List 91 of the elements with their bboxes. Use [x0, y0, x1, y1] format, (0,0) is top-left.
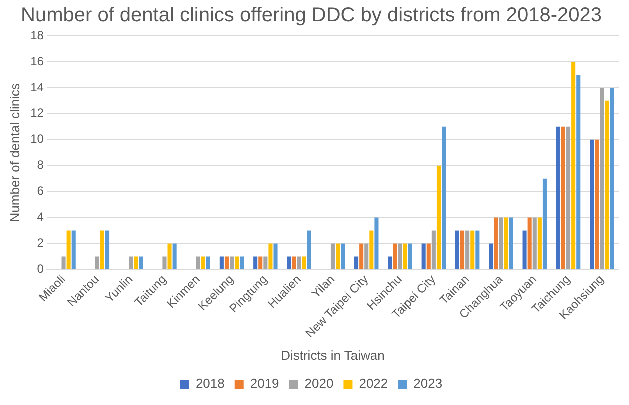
bar — [220, 256, 224, 270]
bar — [426, 244, 431, 270]
bar — [572, 62, 576, 270]
bar — [422, 244, 426, 270]
bar — [196, 256, 200, 270]
bar — [224, 256, 229, 270]
bar — [595, 140, 600, 270]
bar — [600, 88, 604, 270]
y-axis-title: Number of dental clinics — [7, 83, 22, 222]
bar — [509, 218, 514, 270]
bar — [297, 256, 302, 270]
y-tick-label: 18 — [30, 28, 44, 42]
bar — [139, 256, 144, 270]
bar — [100, 230, 104, 270]
bar — [398, 244, 402, 270]
bar — [354, 256, 359, 270]
bar — [561, 126, 566, 270]
bar — [566, 126, 571, 270]
y-tick-label: 4 — [37, 210, 44, 224]
bar — [134, 256, 138, 270]
bar — [522, 230, 527, 270]
bar — [476, 230, 480, 270]
bar — [302, 256, 306, 270]
bar — [330, 244, 335, 270]
bar — [268, 244, 273, 270]
bar — [494, 218, 498, 270]
bar — [605, 100, 610, 270]
bar — [258, 256, 263, 270]
y-tick-label: 10 — [30, 132, 44, 146]
bar — [542, 178, 547, 270]
bar — [364, 244, 369, 270]
bar — [393, 244, 398, 270]
legend-label: 2022 — [359, 376, 388, 392]
bar — [168, 244, 172, 270]
bar — [62, 256, 66, 270]
legend-label: 2018 — [196, 376, 225, 392]
legend-label: 2020 — [304, 376, 334, 392]
bar — [129, 256, 134, 270]
y-tick-label: 2 — [37, 236, 44, 250]
bar — [230, 256, 234, 270]
bar — [408, 244, 412, 270]
bar — [292, 256, 296, 270]
bar — [499, 218, 504, 270]
bar — [307, 230, 312, 270]
bar — [95, 256, 100, 270]
bar — [370, 230, 374, 270]
bar — [287, 256, 292, 270]
bar — [360, 244, 364, 270]
bar — [66, 230, 71, 270]
bar — [538, 218, 542, 270]
bar — [388, 256, 392, 270]
bar — [442, 126, 446, 270]
bar — [274, 244, 278, 270]
bar — [489, 244, 494, 270]
bar — [254, 256, 258, 270]
bar — [590, 140, 594, 270]
bar — [528, 218, 532, 270]
bar — [576, 74, 581, 270]
bar — [460, 230, 465, 270]
y-tick-label: 8 — [37, 158, 44, 172]
y-tick-label: 6 — [37, 184, 44, 198]
bar — [610, 88, 614, 270]
bar — [235, 256, 240, 270]
bar — [172, 244, 177, 270]
bar — [466, 230, 470, 270]
bar — [532, 218, 537, 270]
bar — [455, 230, 460, 270]
y-tick-label: 12 — [30, 106, 44, 120]
x-axis-title: Districts in Taiwan — [281, 348, 385, 363]
bar — [206, 256, 210, 270]
bar — [72, 230, 76, 270]
bar — [264, 256, 268, 270]
bar — [201, 256, 206, 270]
bar — [341, 244, 346, 270]
legend-label: 2023 — [414, 376, 443, 392]
bar — [240, 256, 244, 270]
bar — [162, 256, 167, 270]
bar — [504, 218, 508, 270]
y-tick-label: 16 — [30, 54, 44, 68]
bar — [436, 166, 441, 270]
y-tick-label: 14 — [30, 80, 44, 94]
bar — [556, 126, 560, 270]
bar — [374, 218, 379, 270]
chart-title: Number of dental clinics offering DDC by districts from 2018-2023 — [21, 4, 602, 27]
bar — [336, 244, 340, 270]
bar — [403, 244, 408, 270]
bar — [432, 230, 436, 270]
bar — [470, 230, 475, 270]
bar — [106, 230, 110, 270]
y-tick-label: 0 — [37, 262, 44, 276]
legend-label: 2019 — [250, 376, 280, 392]
